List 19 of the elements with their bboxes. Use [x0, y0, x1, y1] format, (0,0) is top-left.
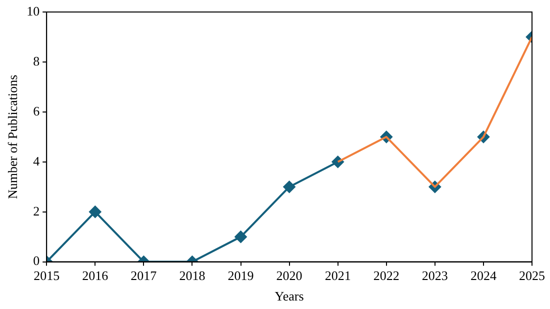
y-axis-title: Number of Publications [5, 74, 20, 200]
y-tick-label: 4 [33, 153, 40, 168]
x-tick-label: 2020 [276, 268, 302, 284]
y-tick-label: 0 [33, 253, 40, 268]
x-tick-label: 2021 [324, 268, 351, 284]
y-tick-label: 6 [33, 103, 40, 118]
x-tick-label: 2018 [179, 268, 206, 284]
x-tick-label: 2025 [519, 268, 545, 284]
y-tick-label: 2 [33, 203, 40, 218]
x-tick-label: 2015 [34, 268, 60, 284]
x-tick-label: 2022 [373, 268, 400, 284]
x-tick-label: 2024 [470, 268, 497, 284]
y-tick-label: 8 [33, 53, 40, 68]
x-tick-label: 2023 [422, 268, 448, 284]
x-axis-title: Years [274, 288, 304, 304]
x-tick-label: 2019 [228, 268, 254, 284]
x-tick-label: 2016 [82, 268, 109, 284]
x-tick-label: 2017 [130, 268, 158, 284]
y-tick-label: 10 [26, 3, 40, 18]
